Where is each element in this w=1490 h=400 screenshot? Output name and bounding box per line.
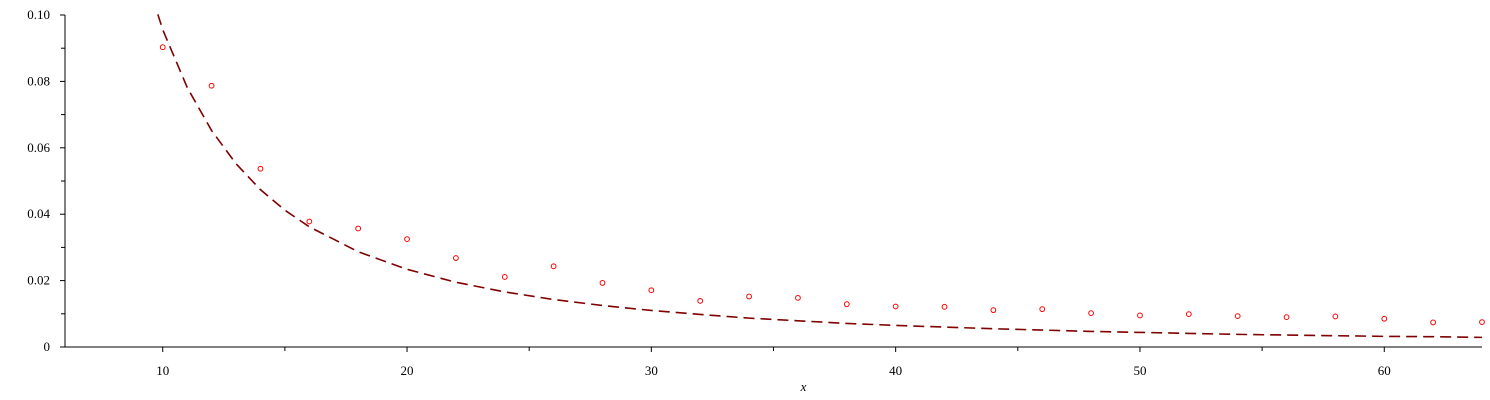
x-axis-ticks: 10 20 30 40 50 60 bbox=[156, 347, 1391, 378]
data-point bbox=[795, 294, 801, 301]
data-point bbox=[404, 236, 410, 243]
plot-area bbox=[157, 14, 1485, 339]
data-point bbox=[1283, 314, 1290, 321]
fitted-curve bbox=[157, 14, 1483, 339]
y-axis-ticks: 0 0.02 0.04 0.06 0.08 0.10 bbox=[27, 7, 65, 354]
data-point bbox=[1088, 310, 1095, 317]
x-tick-label: 10 bbox=[156, 363, 169, 378]
data-point bbox=[355, 225, 362, 232]
data-point bbox=[159, 44, 166, 51]
data-point bbox=[941, 303, 948, 310]
y-tick-label: 0.04 bbox=[27, 206, 50, 221]
data-point bbox=[1479, 319, 1485, 326]
data-point bbox=[648, 287, 655, 294]
data-point bbox=[306, 218, 313, 225]
x-tick-label: 60 bbox=[1378, 363, 1391, 378]
data-point bbox=[697, 297, 704, 304]
fitted-curve-layer bbox=[157, 14, 1483, 339]
x-tick-label: 40 bbox=[889, 363, 902, 378]
data-points-layer bbox=[159, 44, 1485, 326]
x-tick-label: 30 bbox=[645, 363, 658, 378]
y-tick-label: 0 bbox=[44, 339, 51, 354]
data-point bbox=[1332, 313, 1339, 320]
x-tick-label: 20 bbox=[401, 363, 414, 378]
x-tick-label: 50 bbox=[1133, 363, 1146, 378]
y-tick-label: 0.08 bbox=[27, 73, 50, 88]
data-point bbox=[1430, 319, 1437, 326]
data-point bbox=[501, 274, 508, 280]
data-point bbox=[1185, 311, 1192, 318]
data-point bbox=[1381, 315, 1388, 322]
y-tick-label: 0.02 bbox=[27, 273, 50, 288]
data-point bbox=[843, 301, 850, 308]
data-point bbox=[257, 165, 264, 172]
data-point bbox=[1234, 313, 1241, 320]
data-point bbox=[1137, 312, 1143, 319]
y-tick-label: 0.10 bbox=[27, 7, 50, 22]
data-point bbox=[208, 82, 215, 89]
data-point bbox=[990, 307, 997, 314]
x-axis-title: x bbox=[800, 379, 807, 394]
data-point bbox=[892, 303, 899, 310]
data-point bbox=[550, 263, 557, 270]
y-tick-label: 0.06 bbox=[27, 140, 50, 155]
data-point bbox=[746, 293, 752, 300]
data-point bbox=[1039, 306, 1046, 313]
axes: 10 20 30 40 50 60 0 0.02 0.04 0.06 0.08 0.10 x bbox=[27, 7, 1482, 394]
data-point bbox=[452, 255, 459, 261]
data-point bbox=[599, 280, 606, 286]
